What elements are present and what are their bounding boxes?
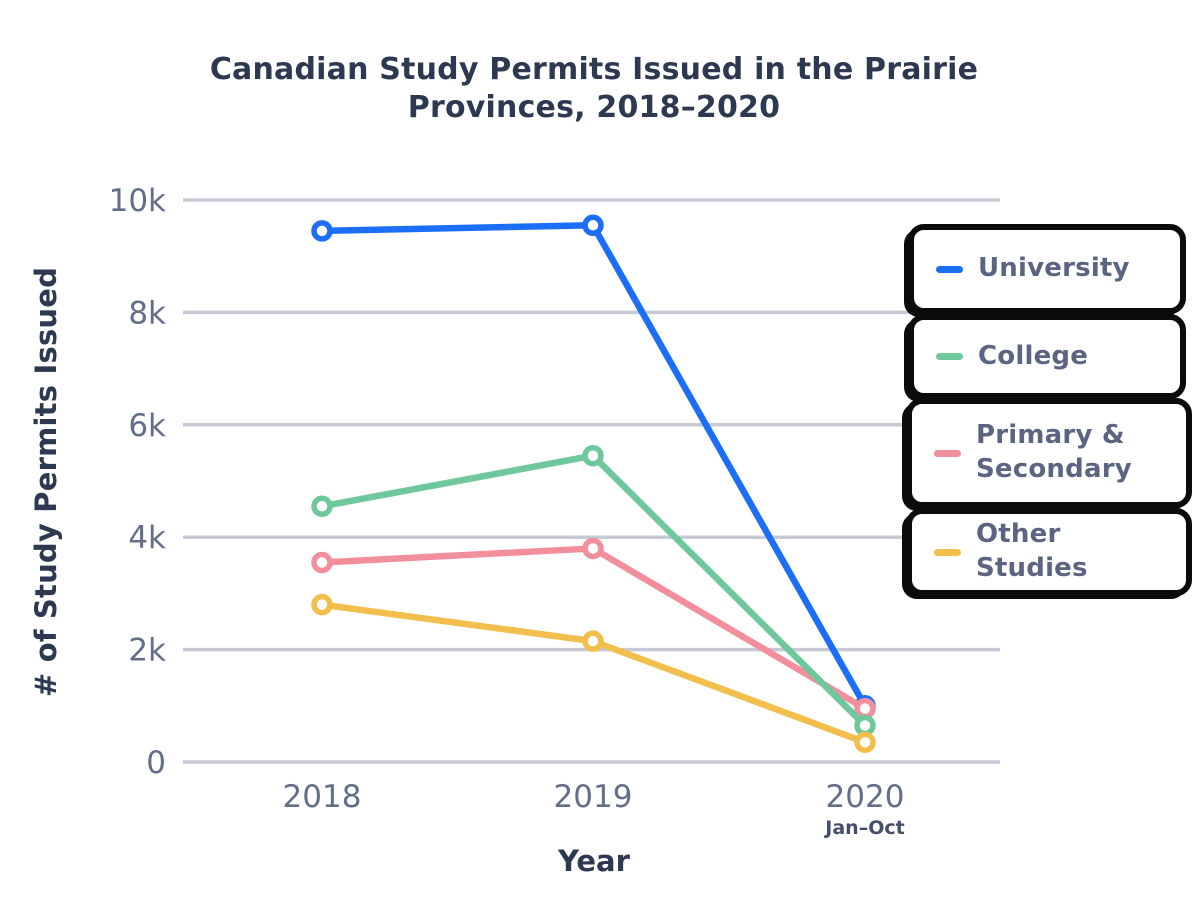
- series-point-university-2018[interactable]: [311, 220, 333, 242]
- series-point-primary-secondary-2020[interactable]: [854, 697, 876, 720]
- legend-item-university[interactable]: University: [908, 224, 1186, 314]
- legend-item-label: University: [978, 253, 1130, 284]
- series-point-other-studies-2019[interactable]: [582, 630, 604, 652]
- legend-item-primary-secondary[interactable]: Primary & Secondary: [906, 398, 1192, 508]
- series-line-college: [318, 452, 869, 729]
- y-tick-label: 6k: [128, 408, 166, 444]
- y-tick-label: 0: [146, 745, 166, 781]
- x-tick-label: 2020: [826, 779, 905, 815]
- y-tick-label: 10k: [109, 183, 166, 219]
- chart-title-line1: Canadian Study Permits Issued in the Pra…: [209, 52, 979, 87]
- x-tick-sublabel: Jan–Oct: [823, 817, 904, 839]
- legend-swatch-college: [936, 353, 963, 360]
- series-line-other-studies: [318, 601, 869, 746]
- x-axis-title: Year: [558, 844, 630, 878]
- chart-title: Canadian Study Permits Issued in the Pra…: [0, 51, 1188, 127]
- x-tick-label: 2018: [283, 779, 362, 815]
- y-tick-label: 4k: [128, 520, 166, 556]
- series-point-college-2018[interactable]: [311, 495, 333, 518]
- series-point-primary-secondary-2018[interactable]: [311, 551, 333, 574]
- series-line-primary-secondary: [318, 545, 869, 712]
- series-point-university-2019[interactable]: [582, 214, 604, 237]
- chart-title-line2: Provinces, 2018–2020: [407, 90, 781, 125]
- legend-swatch-other-studies: [934, 548, 961, 556]
- y-tick-label: 8k: [128, 295, 166, 331]
- y-tick-label: 2k: [128, 633, 166, 669]
- legend-item-label: College: [978, 340, 1089, 371]
- legend-item-label: Primary & Secondary: [976, 420, 1132, 484]
- legend-swatch-primary-secondary: [934, 449, 961, 457]
- legend-swatch-university: [936, 265, 963, 273]
- legend-item-other-studies[interactable]: Other Studies: [906, 508, 1192, 596]
- series-point-college-2020[interactable]: [854, 714, 876, 737]
- series-point-other-studies-2018[interactable]: [311, 593, 333, 616]
- x-tick-label: 2019: [554, 779, 633, 815]
- legend-item-label: Other Studies: [976, 519, 1088, 583]
- legend-item-college[interactable]: College: [908, 314, 1186, 399]
- series-point-primary-secondary-2019[interactable]: [582, 537, 604, 560]
- series-point-college-2019[interactable]: [582, 444, 604, 467]
- series-point-other-studies-2020[interactable]: [854, 731, 876, 754]
